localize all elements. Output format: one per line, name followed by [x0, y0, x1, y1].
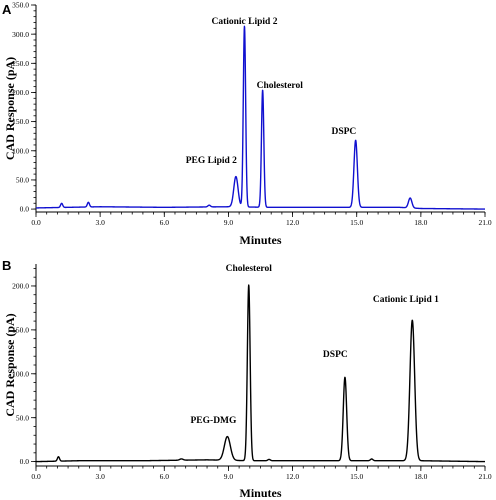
y-tick-label: 300.0 — [12, 30, 29, 39]
x-tick-label: 12.0 — [286, 472, 299, 481]
y-axis-title: CAD Response (pA) — [3, 313, 17, 416]
x-tick-label: 21.0 — [478, 472, 491, 481]
x-tick-label: 9.0 — [224, 218, 234, 227]
y-tick-label: 200.0 — [12, 282, 29, 291]
y-tick-label: 100.0 — [12, 146, 29, 155]
x-tick-label: 12.0 — [286, 218, 299, 227]
y-tick-label: 0.0 — [20, 457, 30, 466]
chart-panel-b: B 0.0 3.0 6.0 9.0 12.0 15.0 18.0 21.0 0.0 50.0 100.… — [2, 258, 492, 500]
y-tick-label: 150.0 — [12, 325, 29, 334]
y-tick-label: 50.0 — [16, 413, 29, 422]
y-tick-label: 250.0 — [12, 59, 29, 68]
x-tick-label: 9.0 — [224, 472, 234, 481]
peak-annotation: Cationic Lipid 1 — [373, 295, 439, 305]
chromatogram-trace — [35, 25, 486, 210]
peak-annotation: DSPC — [331, 127, 356, 137]
y-tick-label: 0.0 — [20, 205, 30, 214]
panel-label: A — [2, 2, 12, 17]
x-tick-label: 15.0 — [350, 472, 363, 481]
y-tick-label: 50.0 — [16, 176, 29, 185]
x-axis-title: Minutes — [240, 233, 282, 247]
x-tick-label: 6.0 — [160, 472, 170, 481]
x-tick-label: 18.0 — [414, 218, 427, 227]
y-tick-label: 350.0 — [12, 1, 29, 10]
x-tick-label: 0.0 — [31, 472, 41, 481]
y-tick-label: 200.0 — [12, 88, 29, 97]
peak-annotation: Cholesterol — [257, 81, 304, 91]
x-tick-label: 3.0 — [95, 218, 105, 227]
x-tick-label: 0.0 — [31, 218, 41, 227]
chart-panel-a: A 0.0 3.0 6.0 9.0 12.0 15.0 18.0 21.0 0.0 50.0 100.… — [2, 1, 492, 247]
x-tick-label: 3.0 — [95, 472, 105, 481]
x-tick-label: 18.0 — [414, 472, 427, 481]
y-axis-title: CAD Response (pA) — [3, 57, 17, 160]
y-tick-label: 150.0 — [12, 117, 29, 126]
chromatogram-trace — [35, 284, 486, 463]
y-tick-label: 100.0 — [12, 369, 29, 378]
peak-annotation: PEG-DMG — [191, 416, 238, 426]
x-tick-label: 15.0 — [350, 218, 363, 227]
x-axis-title: Minutes — [240, 486, 282, 500]
peak-annotation: DSPC — [323, 350, 348, 360]
x-tick-label: 6.0 — [160, 218, 170, 227]
panel-label: B — [2, 258, 11, 273]
peak-annotation: Cholesterol — [226, 264, 273, 274]
x-tick-label: 21.0 — [478, 218, 491, 227]
peak-annotation: PEG Lipid 2 — [186, 156, 237, 166]
peak-annotation: Cationic Lipid 2 — [211, 17, 277, 27]
